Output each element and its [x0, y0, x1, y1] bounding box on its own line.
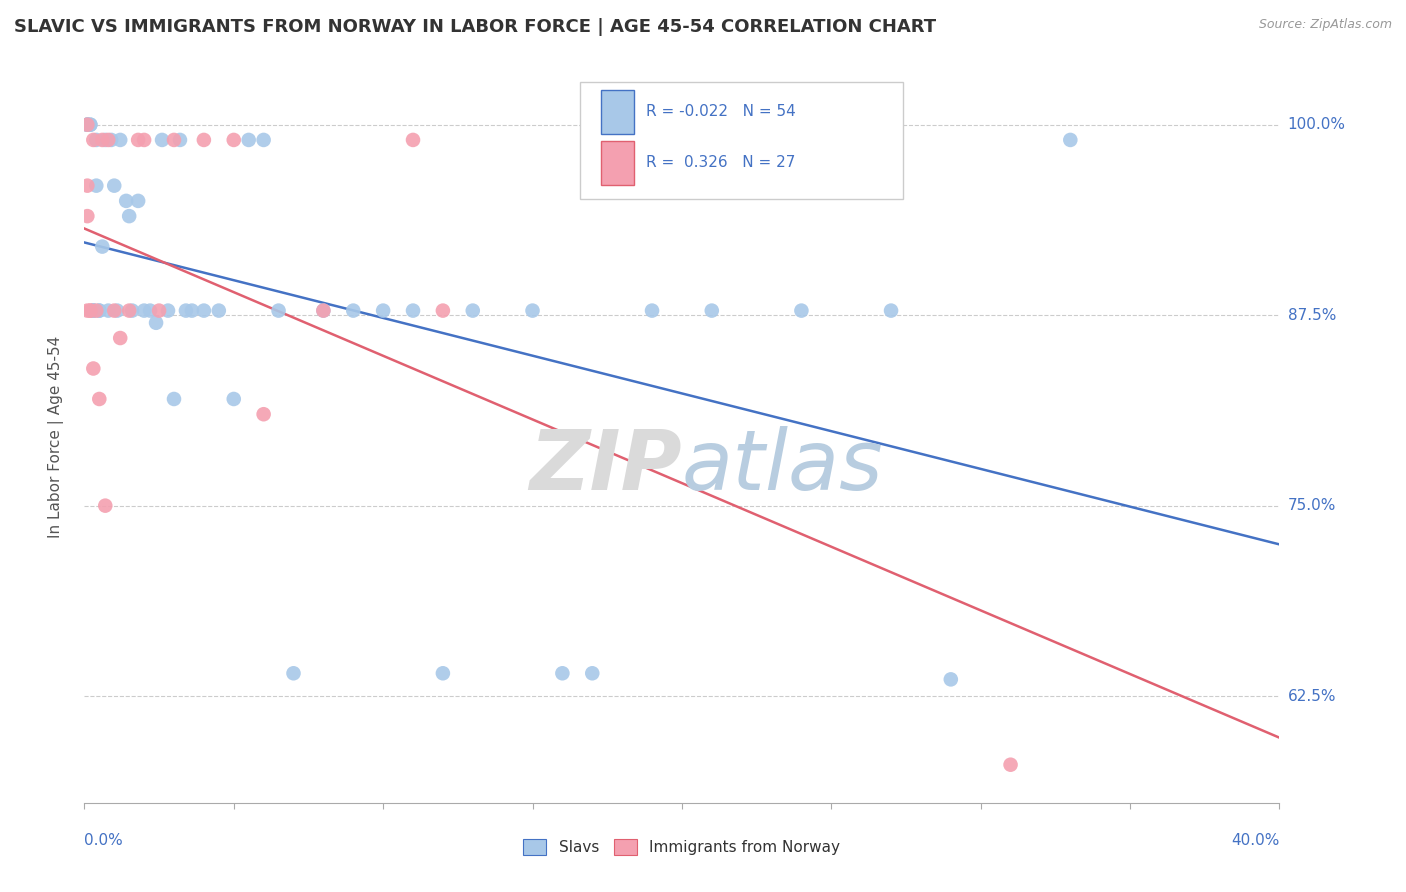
- Text: Source: ZipAtlas.com: Source: ZipAtlas.com: [1258, 18, 1392, 31]
- Point: [121, 303, 143, 318]
- Text: 100.0%: 100.0%: [1288, 117, 1346, 132]
- Point: [700, 303, 723, 318]
- Point: [139, 303, 162, 318]
- Point: [148, 303, 170, 318]
- Point: [76, 118, 98, 132]
- Text: 40.0%: 40.0%: [1232, 833, 1279, 848]
- Point: [82, 303, 104, 318]
- Text: R = -0.022   N = 54: R = -0.022 N = 54: [647, 104, 796, 120]
- Point: [91, 133, 114, 147]
- Point: [790, 303, 813, 318]
- Point: [181, 303, 204, 318]
- Point: [89, 303, 111, 318]
- Point: [238, 133, 260, 147]
- Text: R =  0.326   N = 27: R = 0.326 N = 27: [647, 155, 796, 170]
- Point: [193, 303, 215, 318]
- Point: [145, 316, 167, 330]
- Text: ZIP: ZIP: [529, 425, 682, 507]
- Point: [94, 133, 117, 147]
- Point: [82, 303, 104, 318]
- Point: [222, 392, 245, 406]
- Point: [100, 133, 122, 147]
- Point: [79, 303, 101, 318]
- Point: [283, 666, 305, 681]
- Point: [342, 303, 364, 318]
- Point: [86, 133, 108, 147]
- Point: [208, 303, 231, 318]
- Point: [82, 361, 104, 376]
- Point: [150, 133, 173, 147]
- Y-axis label: In Labor Force | Age 45-54: In Labor Force | Age 45-54: [48, 336, 63, 538]
- Legend: Slavs, Immigrants from Norway: Slavs, Immigrants from Norway: [517, 833, 846, 861]
- Point: [432, 666, 454, 681]
- Point: [97, 303, 120, 318]
- Point: [402, 133, 425, 147]
- Point: [880, 303, 903, 318]
- Point: [253, 407, 276, 421]
- Point: [551, 666, 574, 681]
- Point: [118, 303, 141, 318]
- Text: 75.0%: 75.0%: [1288, 498, 1336, 513]
- Point: [89, 392, 111, 406]
- Point: [461, 303, 484, 318]
- Point: [1059, 133, 1081, 147]
- Point: [103, 178, 125, 193]
- FancyBboxPatch shape: [581, 82, 903, 200]
- Point: [86, 178, 108, 193]
- Point: [76, 209, 98, 223]
- Text: 0.0%: 0.0%: [84, 833, 124, 848]
- Point: [402, 303, 425, 318]
- Point: [193, 133, 215, 147]
- Point: [94, 499, 117, 513]
- Point: [312, 303, 335, 318]
- Point: [110, 133, 132, 147]
- FancyBboxPatch shape: [600, 141, 634, 185]
- Point: [115, 194, 138, 208]
- Point: [163, 133, 186, 147]
- Point: [132, 303, 156, 318]
- Point: [581, 666, 603, 681]
- Point: [222, 133, 245, 147]
- Point: [105, 303, 128, 318]
- Point: [79, 118, 101, 132]
- Point: [79, 118, 101, 132]
- Point: [103, 303, 125, 318]
- Point: [76, 118, 98, 132]
- Point: [169, 133, 191, 147]
- Point: [432, 303, 454, 318]
- Text: SLAVIC VS IMMIGRANTS FROM NORWAY IN LABOR FORCE | AGE 45-54 CORRELATION CHART: SLAVIC VS IMMIGRANTS FROM NORWAY IN LABO…: [14, 18, 936, 36]
- Point: [86, 303, 108, 318]
- Point: [939, 673, 962, 687]
- Point: [312, 303, 335, 318]
- Point: [1000, 757, 1022, 772]
- Point: [82, 303, 104, 318]
- Point: [82, 133, 104, 147]
- Point: [127, 133, 149, 147]
- Text: 62.5%: 62.5%: [1288, 689, 1336, 704]
- Point: [89, 303, 111, 318]
- Point: [118, 209, 141, 223]
- Point: [253, 133, 276, 147]
- Point: [373, 303, 395, 318]
- Point: [76, 118, 98, 132]
- Point: [79, 303, 101, 318]
- Point: [76, 303, 98, 318]
- Point: [91, 239, 114, 253]
- Point: [127, 194, 149, 208]
- Point: [641, 303, 664, 318]
- Point: [157, 303, 180, 318]
- Point: [522, 303, 544, 318]
- Point: [174, 303, 197, 318]
- Point: [76, 118, 98, 132]
- FancyBboxPatch shape: [600, 90, 634, 134]
- Point: [163, 392, 186, 406]
- Point: [76, 178, 98, 193]
- Point: [110, 331, 132, 345]
- Text: atlas: atlas: [682, 425, 883, 507]
- Point: [132, 133, 156, 147]
- Text: 87.5%: 87.5%: [1288, 308, 1336, 323]
- Point: [97, 133, 120, 147]
- Point: [267, 303, 290, 318]
